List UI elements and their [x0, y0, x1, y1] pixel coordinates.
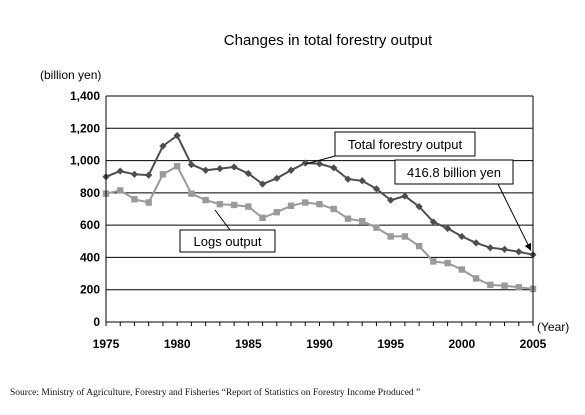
y-tick-label: 600: [80, 218, 100, 232]
callout-logs-output-box: [179, 229, 276, 253]
data-point-logs: [330, 205, 337, 213]
data-point-logs: [515, 284, 522, 291]
series-line-logs-output: [105, 164, 534, 290]
x-axis-unit-label: (Year): [537, 320, 569, 334]
y-tick-label: 200: [80, 283, 100, 297]
data-point-total: [415, 202, 423, 211]
y-tick-label: 1,400: [70, 89, 100, 103]
data-point-total: [187, 161, 195, 169]
data-point-total: [444, 224, 452, 232]
data-point-total: [486, 244, 494, 252]
callout-final-value-box: [394, 159, 514, 185]
data-point-total: [130, 170, 139, 178]
data-point-logs: [302, 199, 309, 206]
data-point-logs: [259, 214, 266, 222]
data-point-logs: [216, 200, 224, 208]
data-point-logs: [444, 259, 451, 267]
data-point-total: [230, 163, 238, 171]
data-point-logs: [316, 200, 323, 208]
data-point-logs: [472, 275, 480, 282]
annotations: Total forestry output Logs output 416.8 bi…: [179, 131, 532, 253]
callout-total-forestry-output-box: [334, 131, 476, 157]
data-point-total: [401, 192, 409, 200]
x-tick-label: 1990: [306, 337, 333, 351]
y-tick-label: 1,000: [70, 154, 100, 168]
data-point-logs: [387, 233, 394, 240]
data-point-total: [116, 167, 124, 175]
data-point-total: [372, 185, 381, 193]
data-point-total: [358, 177, 366, 185]
data-point-logs: [415, 242, 423, 250]
x-tick-label: 1985: [235, 337, 262, 351]
callout-final-value-leader: [497, 183, 532, 251]
data-point-total: [244, 169, 252, 178]
x-tick-label: 2000: [448, 337, 475, 351]
data-point-total: [301, 159, 309, 167]
data-point-logs: [173, 163, 181, 170]
data-point-total: [202, 166, 210, 174]
x-tick-label: 1995: [377, 337, 404, 351]
data-point-logs: [501, 282, 508, 289]
data-point-logs: [287, 202, 295, 209]
data-point-total: [173, 131, 181, 140]
callout-final-value-arrowhead: [524, 242, 532, 251]
data-point-total: [216, 165, 224, 173]
callout-total-forestry-output-leader: [305, 155, 336, 165]
x-tick-label: 1975: [93, 337, 120, 351]
callout-total-forestry-output-text: Total forestry output: [348, 137, 463, 152]
y-tick-label: 0: [93, 315, 100, 329]
data-point-total: [315, 160, 324, 168]
data-point-logs: [401, 233, 409, 240]
data-point-total: [145, 171, 153, 179]
y-tick-label: 400: [80, 250, 100, 264]
y-axis-unit-label: (billion yen): [40, 68, 101, 82]
data-point-logs: [373, 224, 380, 231]
gridlines: [106, 95, 533, 291]
data-point-total: [500, 245, 509, 253]
data-point-logs: [188, 190, 195, 197]
callout-logs-output-leader: [214, 209, 231, 231]
callout-logs-output-text: Logs output: [194, 234, 262, 249]
data-point-logs: [131, 196, 138, 203]
data-point-total: [472, 239, 480, 247]
y-tick-label: 1,200: [70, 121, 100, 135]
x-tick-label: 2005: [520, 337, 547, 351]
axes: 0 200 400 600 800 1,000 1,200 1,400 1975 1980 1985…: [70, 89, 547, 351]
data-point-logs: [202, 196, 209, 204]
chart-title: Changes in total forestry output: [224, 32, 433, 49]
data-point-total: [515, 248, 523, 256]
y-tick-label: 800: [80, 186, 100, 200]
data-point-total: [330, 164, 338, 172]
data-point-logs: [458, 266, 466, 273]
data-point-logs: [487, 281, 494, 289]
series-lines: [102, 131, 537, 293]
data-point-total: [159, 142, 167, 150]
data-point-total: [387, 196, 395, 204]
data-point-total: [344, 175, 352, 183]
data-point-logs: [359, 217, 366, 225]
data-point-logs: [245, 203, 252, 210]
data-point-logs: [273, 209, 280, 216]
data-point-logs: [230, 201, 238, 209]
data-point-total: [258, 180, 267, 188]
data-point-logs: [344, 215, 352, 222]
data-point-logs: [430, 258, 437, 265]
data-point-total: [273, 174, 281, 182]
callout-final-value-text: 416.8 billion yen: [407, 165, 501, 180]
data-point-total: [458, 232, 466, 241]
data-point-logs: [145, 199, 152, 206]
data-point-total: [429, 218, 437, 226]
data-point-logs: [159, 171, 167, 178]
source-note: Source: Ministry of Agriculture, Forestr…: [10, 388, 421, 398]
data-point-logs: [117, 187, 124, 194]
x-tick-label: 1980: [164, 337, 191, 351]
data-point-total: [287, 166, 295, 174]
